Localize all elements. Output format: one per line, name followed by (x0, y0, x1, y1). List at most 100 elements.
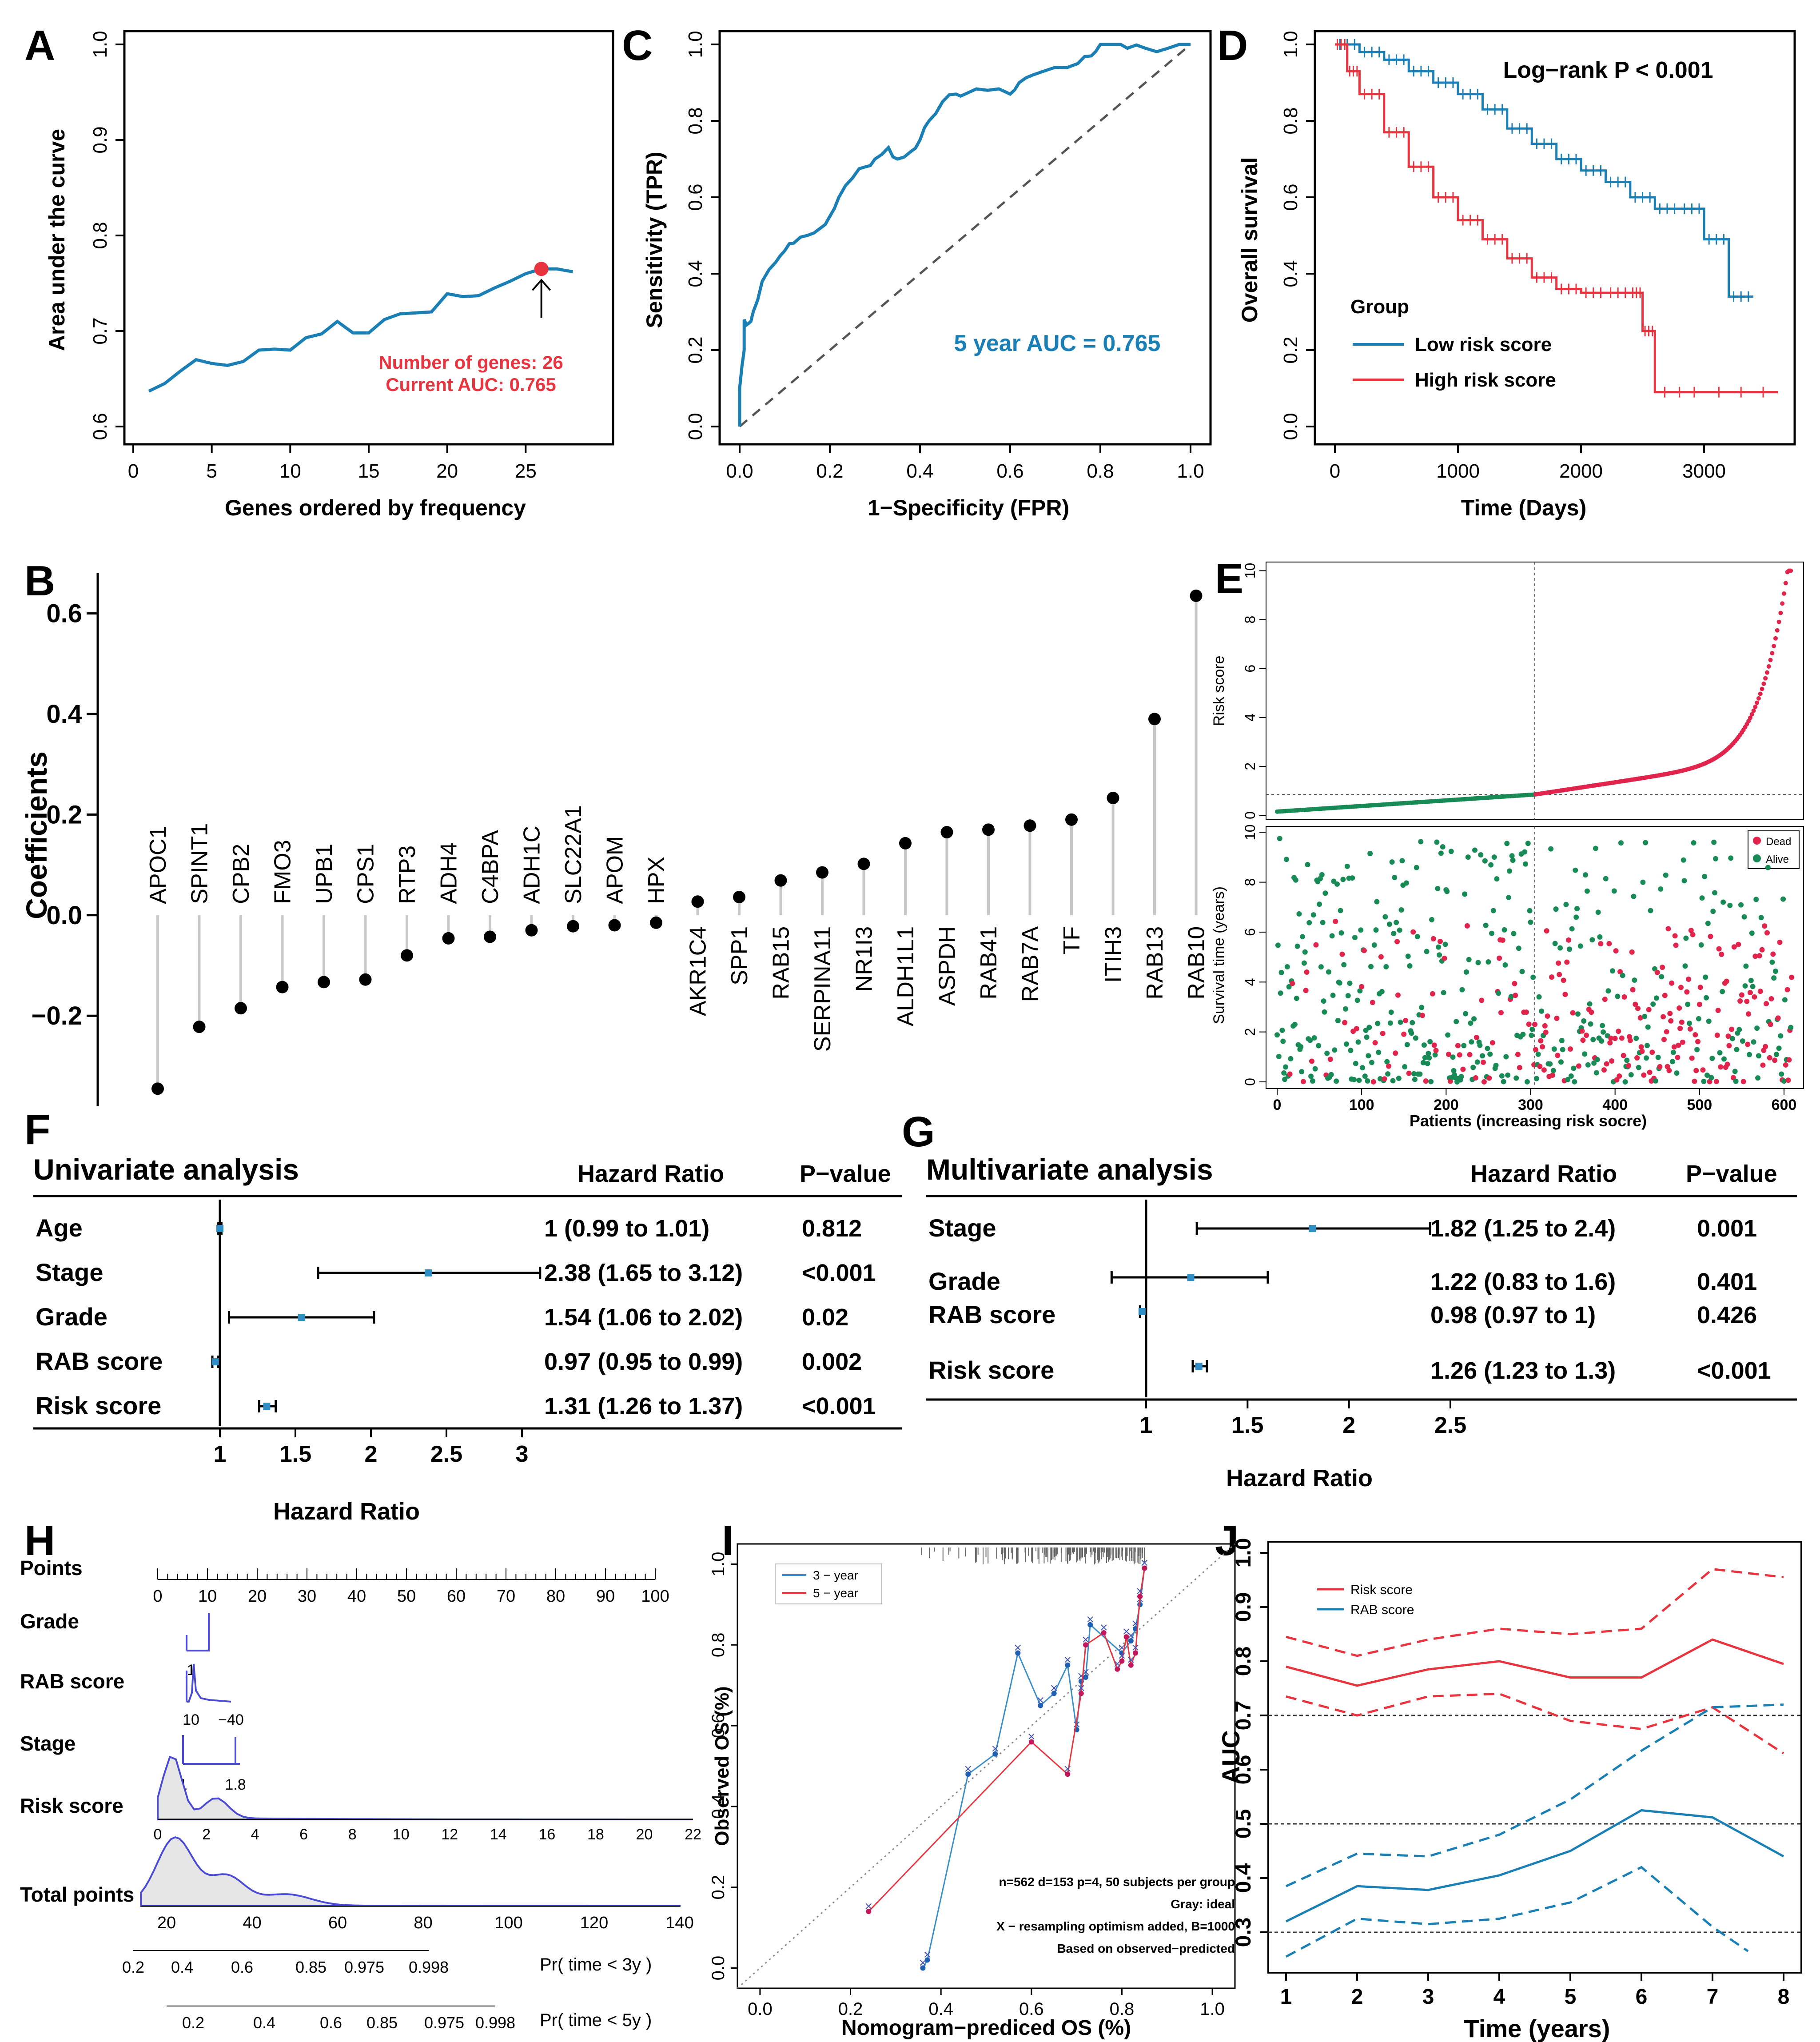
rab-auc-line (1285, 1809, 1784, 1922)
survival-point (1412, 1077, 1418, 1082)
pr5-tick-label: 0.85 (366, 2014, 398, 2032)
legend-alive-label: Alive (1766, 853, 1789, 865)
survival-point (1324, 1050, 1330, 1056)
survival-point (1429, 917, 1434, 922)
resample-cross (1051, 1685, 1057, 1691)
survival-point (1568, 1073, 1574, 1079)
survival-point (1343, 1006, 1349, 1012)
survival-point (1279, 1027, 1285, 1033)
survival-point (1482, 858, 1488, 864)
plot-frame (718, 30, 1212, 446)
survival-point (1772, 1057, 1778, 1063)
y-tick-label: 0.8 (1280, 107, 1302, 134)
survival-point (1440, 844, 1446, 850)
row-hr: 1 (0.99 to 1.01) (544, 1215, 709, 1242)
legend-risk-label: Risk score (1350, 1583, 1413, 1597)
survival-point (1409, 1030, 1414, 1036)
survival-point (1617, 969, 1623, 975)
survival-point (1768, 996, 1774, 1002)
survival-point (1647, 1069, 1653, 1075)
survival-point (1567, 1046, 1573, 1052)
survival-point (1572, 1079, 1577, 1085)
gene-label: AKR1C4 (685, 926, 711, 1016)
survival-point (1340, 877, 1346, 882)
gene-label: RAB7A (1018, 926, 1043, 1002)
survival-point (1522, 849, 1528, 855)
survival-point (1472, 847, 1478, 853)
survival-point (1607, 1040, 1613, 1046)
survival-point (1550, 1068, 1556, 1073)
survival-point (1557, 945, 1563, 951)
survival-point (1288, 1056, 1294, 1061)
survival-point (1589, 1009, 1594, 1015)
survival-point (1562, 992, 1568, 997)
survival-point (1555, 1053, 1561, 1058)
survival-point (1763, 1044, 1768, 1049)
survival-point (1711, 839, 1717, 845)
survival-point (1378, 954, 1384, 960)
survival-point (1740, 1038, 1745, 1044)
survival-point (1739, 992, 1744, 998)
lollipop-point (650, 916, 662, 929)
survival-point (1536, 994, 1542, 1000)
points-tick-label: 20 (248, 1587, 267, 1606)
y-tick-label: 0.7 (1232, 1701, 1255, 1731)
survival-point (1588, 1021, 1593, 1027)
survival-point (1681, 878, 1687, 884)
survival-point (1421, 1042, 1427, 1048)
calibration-point (1133, 1650, 1138, 1656)
calibration-point (1065, 1771, 1071, 1777)
points-tick-label: 40 (347, 1587, 366, 1606)
survival-point (1613, 948, 1619, 954)
survival-point (1344, 863, 1350, 869)
pr5-tick-label: 0.998 (475, 2014, 515, 2032)
risk-tick-label: 0 (154, 1826, 162, 1843)
y-tick-label: 0.4 (46, 700, 82, 729)
survival-point (1710, 909, 1716, 914)
lollipop-point (1148, 713, 1161, 726)
calibration-point (1119, 1658, 1125, 1664)
km-curve-high (1335, 43, 1778, 394)
row-pvalue: <0.001 (802, 1260, 876, 1286)
survival-point (1747, 990, 1753, 996)
survival-point (1450, 1054, 1456, 1060)
survival-point (1512, 981, 1517, 986)
survival-point (1474, 1035, 1479, 1041)
risk-point (1761, 681, 1766, 686)
survival-point (1312, 1066, 1318, 1072)
gene-label: RAB15 (769, 926, 794, 1000)
legend-high-label: High risk score (1415, 369, 1556, 391)
resample-cross (920, 1959, 926, 1966)
resample-cross (1083, 1636, 1089, 1643)
y-tick-label: 1.0 (709, 1552, 728, 1577)
survival-point (1736, 941, 1741, 947)
gene-label: ITIH3 (1101, 926, 1127, 983)
y-tick-label: 6 (1242, 665, 1258, 673)
risk-point (1772, 643, 1776, 648)
survival-point (1509, 853, 1515, 859)
survival-point (1413, 1035, 1418, 1041)
survival-point (1320, 920, 1326, 925)
survival-point (1457, 1052, 1462, 1058)
survival-point (1475, 960, 1481, 965)
survival-point (1680, 1039, 1685, 1045)
survival-point (1682, 963, 1688, 969)
survival-point (1672, 933, 1678, 939)
row-label: RAB score (928, 1300, 1055, 1328)
survival-point (1752, 953, 1758, 959)
gene-label: C4BPA (478, 830, 503, 904)
y-tick-label: 0.9 (89, 126, 111, 153)
y-tick-label: 1.0 (1232, 1538, 1255, 1568)
survival-point (1748, 977, 1754, 983)
survival-point (1444, 889, 1450, 894)
survival-point (1327, 1057, 1333, 1062)
survival-point (1332, 1047, 1338, 1053)
calibration-point (992, 1751, 998, 1757)
survival-point (1704, 1073, 1710, 1078)
points-tick-label: 80 (546, 1587, 565, 1606)
points-tick-label: 30 (298, 1587, 316, 1606)
row-hr: 2.38 (1.65 to 3.12) (544, 1260, 743, 1286)
gene-label: TF (1059, 926, 1085, 955)
survival-point (1706, 1018, 1712, 1024)
gene-label: RAB13 (1142, 926, 1168, 1000)
